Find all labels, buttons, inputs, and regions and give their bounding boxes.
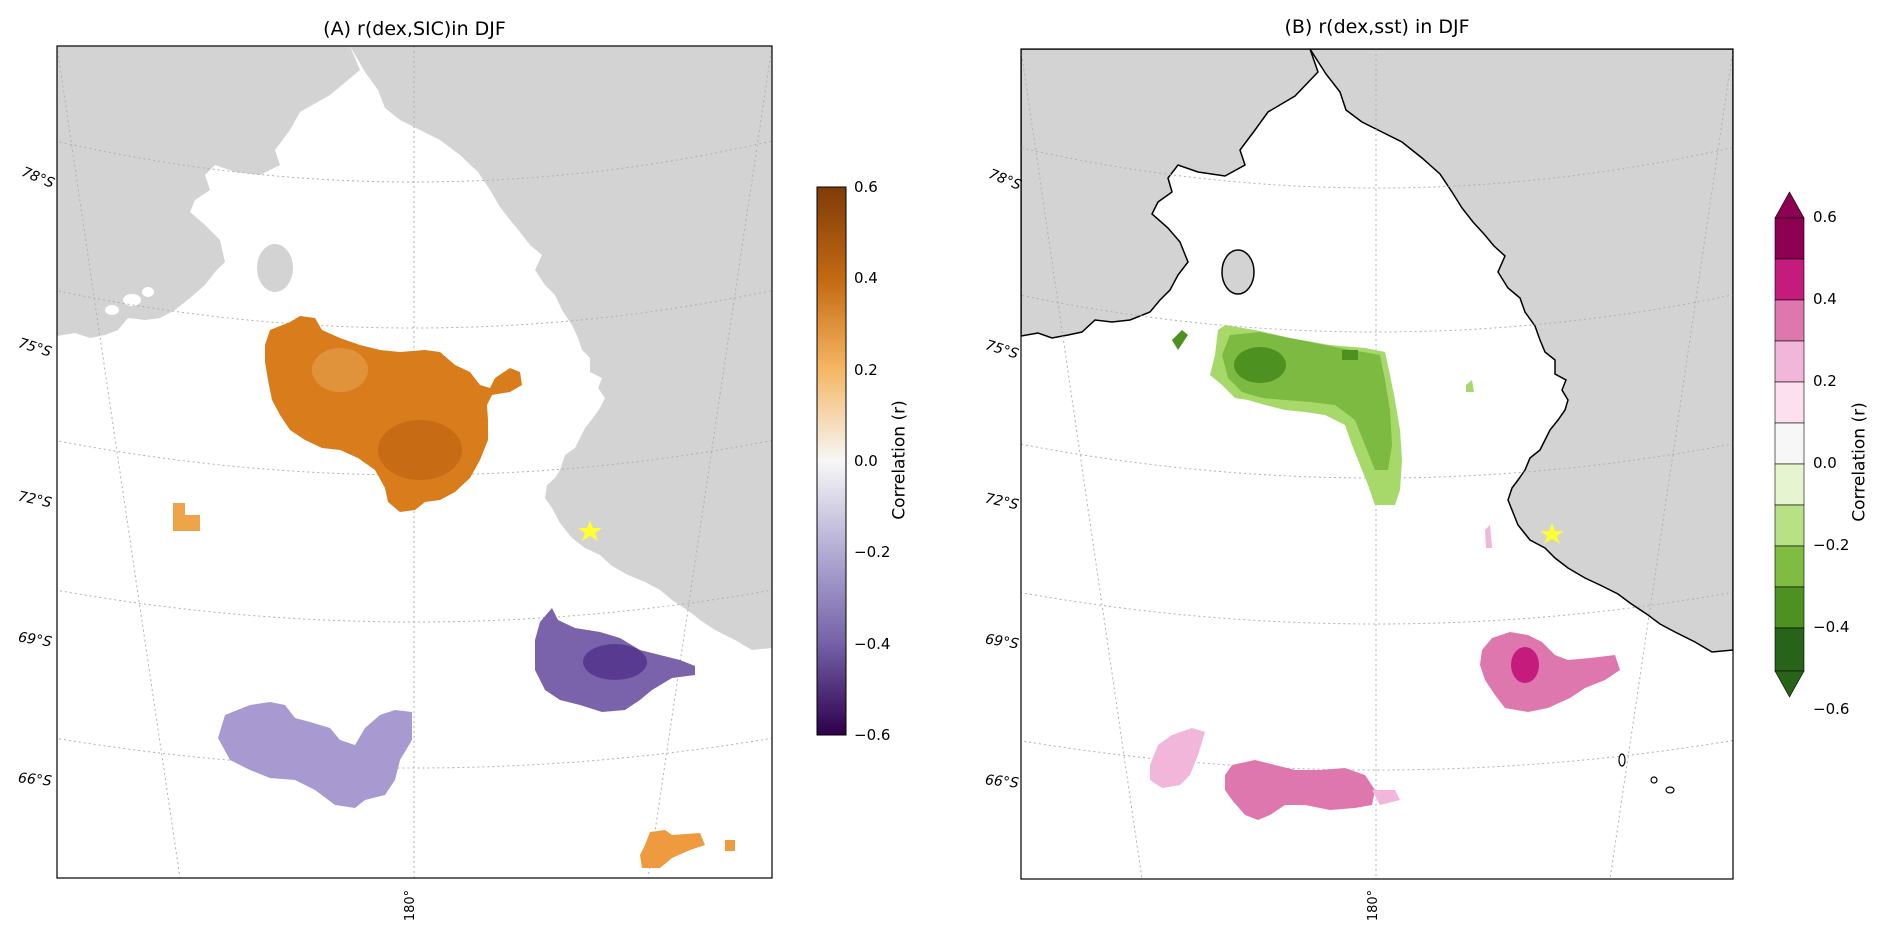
cb-a-tick-6: −0.6 <box>854 726 891 744</box>
panel-b-title: (B) r(dex,sst) in DJF <box>1284 16 1470 38</box>
colorbar-b <box>1774 191 1805 698</box>
cb-b-tick-5: −0.4 <box>1813 618 1850 636</box>
positive-sst-region-mid <box>1225 760 1375 820</box>
positive-sst-region-west <box>1150 728 1205 788</box>
cb-b-tick-2: 0.2 <box>1813 372 1837 390</box>
star-icon <box>1540 523 1564 544</box>
land-right <box>350 46 772 650</box>
positive-sst-region-east <box>1480 632 1620 712</box>
colorbar-a <box>816 186 847 736</box>
cb-b-tick-0: 0.6 <box>1813 208 1837 226</box>
cb-a-tick-0: 0.6 <box>854 178 878 196</box>
lon-label-180-b: 180° <box>1366 889 1382 922</box>
panel-a-title: (A) r(dex,SIC)in DJF <box>323 18 506 40</box>
cb-b-label: Correlation (r) <box>1849 402 1870 522</box>
cb-a-tick-3: 0.0 <box>854 452 878 470</box>
cb-b-tick-3: 0.0 <box>1813 454 1837 472</box>
panel-a-frame <box>56 45 773 879</box>
land-left-b <box>1021 49 1319 339</box>
land-right-b <box>1309 49 1733 653</box>
cb-a-tick-1: 0.4 <box>854 269 878 287</box>
cb-b-tick-4: −0.2 <box>1813 536 1850 554</box>
cb-b-tick-6: −0.6 <box>1813 700 1850 718</box>
lon-label-180: 180° <box>403 889 419 922</box>
star-icon <box>578 520 602 541</box>
cb-a-label: Correlation (r) <box>889 400 910 520</box>
negative-sic-region-west <box>218 702 412 808</box>
cb-a-tick-4: −0.2 <box>854 543 891 561</box>
cb-b-tick-1: 0.4 <box>1813 290 1837 308</box>
lat-label-66-b: 66°S <box>984 772 1020 792</box>
lat-label-66: 66°S <box>17 770 53 790</box>
positive-sic-small <box>640 830 705 868</box>
panel-b-frame <box>1020 48 1734 880</box>
cb-a-tick-2: 0.2 <box>854 361 878 379</box>
cb-a-tick-5: −0.4 <box>854 635 891 653</box>
land-left <box>57 46 360 338</box>
